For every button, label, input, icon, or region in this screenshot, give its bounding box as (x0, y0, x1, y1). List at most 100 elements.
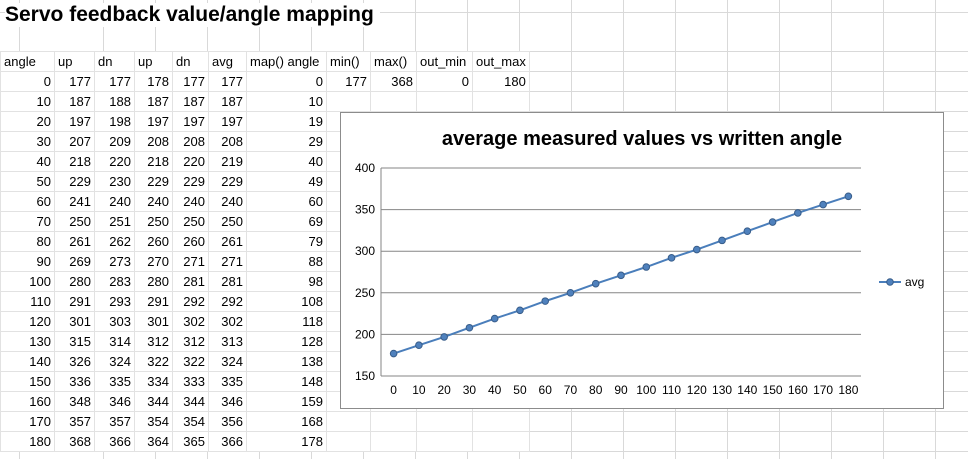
table-cell[interactable]: 10 (0, 91, 55, 112)
table-cell[interactable]: 261 (54, 231, 95, 252)
chart-area[interactable]: average measured values vs written angle… (340, 112, 944, 409)
table-cell[interactable]: 250 (134, 211, 173, 232)
table-cell[interactable]: 80 (0, 231, 55, 252)
table-cell[interactable]: 69 (246, 211, 327, 232)
table-cell[interactable]: 178 (134, 71, 173, 92)
table-cell[interactable]: 19 (246, 111, 327, 132)
table-cell[interactable]: 118 (246, 311, 327, 332)
table-cell[interactable]: 333 (172, 371, 209, 392)
table-cell[interactable]: 70 (0, 211, 55, 232)
table-cell[interactable]: 344 (134, 391, 173, 412)
table-cell[interactable]: 219 (208, 151, 247, 172)
empty-cell[interactable] (370, 431, 417, 452)
table-cell[interactable]: 281 (172, 271, 209, 292)
table-cell[interactable]: 170 (0, 411, 55, 432)
table-cell[interactable]: 20 (0, 111, 55, 132)
table-cell[interactable]: 187 (172, 91, 209, 112)
table-cell[interactable]: 260 (134, 231, 173, 252)
table-cell[interactable]: 208 (208, 131, 247, 152)
table-cell[interactable]: 130 (0, 331, 55, 352)
table-cell[interactable]: 280 (134, 271, 173, 292)
empty-cell[interactable] (326, 411, 371, 432)
table-cell[interactable]: 229 (172, 171, 209, 192)
table-cell[interactable]: 250 (208, 211, 247, 232)
table-cell[interactable]: 250 (172, 211, 209, 232)
header-cell[interactable]: out_max (472, 51, 530, 72)
table-cell[interactable]: 29 (246, 131, 327, 152)
empty-cell[interactable] (326, 431, 371, 452)
table-cell[interactable]: 241 (54, 191, 95, 212)
empty-cell[interactable] (416, 411, 473, 432)
table-cell[interactable]: 292 (172, 291, 209, 312)
header-cell[interactable]: avg (208, 51, 247, 72)
table-cell[interactable]: 108 (246, 291, 327, 312)
table-cell[interactable]: 60 (246, 191, 327, 212)
table-cell[interactable]: 197 (208, 111, 247, 132)
table-cell[interactable]: 197 (134, 111, 173, 132)
table-cell[interactable]: 187 (208, 91, 247, 112)
table-cell[interactable]: 218 (134, 151, 173, 172)
table-cell[interactable]: 110 (0, 291, 55, 312)
table-cell[interactable]: 312 (134, 331, 173, 352)
empty-cell[interactable] (326, 91, 371, 112)
table-cell[interactable]: 301 (134, 311, 173, 332)
table-cell[interactable]: 128 (246, 331, 327, 352)
empty-cell[interactable] (416, 431, 473, 452)
table-cell[interactable]: 291 (134, 291, 173, 312)
table-cell[interactable]: 178 (246, 431, 327, 452)
empty-cell[interactable] (472, 411, 530, 432)
table-cell[interactable]: 293 (94, 291, 135, 312)
table-cell[interactable]: 0 (416, 71, 473, 92)
table-cell[interactable]: 49 (246, 171, 327, 192)
empty-cell[interactable] (472, 91, 530, 112)
table-cell[interactable]: 177 (54, 71, 95, 92)
table-cell[interactable]: 365 (172, 431, 209, 452)
table-cell[interactable]: 197 (172, 111, 209, 132)
table-cell[interactable]: 336 (54, 371, 95, 392)
table-cell[interactable]: 209 (94, 131, 135, 152)
table-cell[interactable]: 187 (134, 91, 173, 112)
table-cell[interactable]: 207 (54, 131, 95, 152)
table-cell[interactable]: 357 (54, 411, 95, 432)
header-cell[interactable]: map() angle (246, 51, 327, 72)
table-cell[interactable]: 40 (246, 151, 327, 172)
table-cell[interactable]: 208 (134, 131, 173, 152)
table-cell[interactable]: 79 (246, 231, 327, 252)
header-cell[interactable]: min() (326, 51, 371, 72)
table-cell[interactable]: 302 (172, 311, 209, 332)
table-cell[interactable]: 346 (94, 391, 135, 412)
table-cell[interactable]: 348 (54, 391, 95, 412)
table-cell[interactable]: 240 (172, 191, 209, 212)
table-cell[interactable]: 273 (94, 251, 135, 272)
header-cell[interactable]: max() (370, 51, 417, 72)
table-cell[interactable]: 354 (134, 411, 173, 432)
table-cell[interactable]: 140 (0, 351, 55, 372)
table-cell[interactable]: 180 (0, 431, 55, 452)
table-cell[interactable]: 218 (54, 151, 95, 172)
table-cell[interactable]: 197 (54, 111, 95, 132)
table-cell[interactable]: 326 (54, 351, 95, 372)
table-cell[interactable]: 40 (0, 151, 55, 172)
table-cell[interactable]: 344 (172, 391, 209, 412)
table-cell[interactable]: 313 (208, 331, 247, 352)
table-cell[interactable]: 260 (172, 231, 209, 252)
table-cell[interactable]: 98 (246, 271, 327, 292)
table-cell[interactable]: 240 (94, 191, 135, 212)
table-cell[interactable]: 187 (54, 91, 95, 112)
table-cell[interactable]: 0 (0, 71, 55, 92)
table-cell[interactable]: 229 (208, 171, 247, 192)
table-cell[interactable]: 88 (246, 251, 327, 272)
table-cell[interactable]: 240 (134, 191, 173, 212)
table-cell[interactable]: 366 (208, 431, 247, 452)
table-cell[interactable]: 177 (326, 71, 371, 92)
table-cell[interactable]: 177 (94, 71, 135, 92)
table-cell[interactable]: 208 (172, 131, 209, 152)
table-cell[interactable]: 335 (208, 371, 247, 392)
table-cell[interactable]: 177 (172, 71, 209, 92)
table-cell[interactable]: 269 (54, 251, 95, 272)
table-cell[interactable]: 262 (94, 231, 135, 252)
table-cell[interactable]: 302 (208, 311, 247, 332)
table-cell[interactable]: 366 (94, 431, 135, 452)
table-cell[interactable]: 292 (208, 291, 247, 312)
header-cell[interactable]: up (134, 51, 173, 72)
